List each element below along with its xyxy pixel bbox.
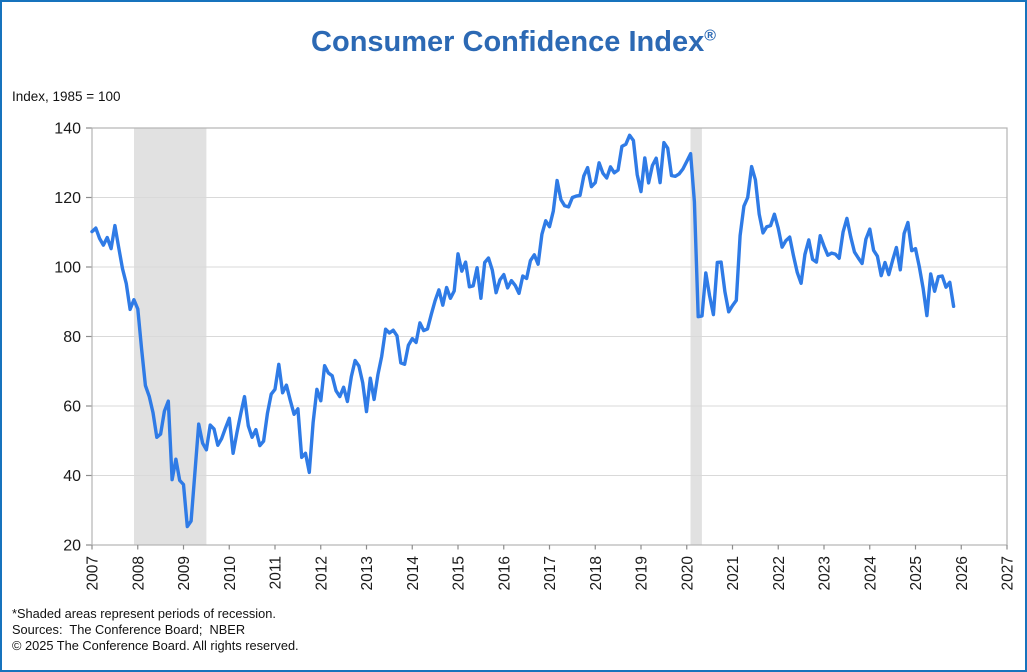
page-title: Consumer Confidence Index®	[2, 26, 1025, 59]
title-text: Consumer Confidence Index	[311, 26, 705, 58]
x-axis-label: 2022	[771, 556, 788, 590]
registered-trademark-symbol: ®	[704, 27, 716, 45]
x-axis-label: 2018	[588, 556, 605, 590]
y-axis-label: 20	[63, 538, 81, 555]
y-axis-label: 100	[54, 260, 81, 277]
x-axis-label: 2020	[679, 556, 696, 591]
x-axis-label: 2010	[222, 556, 239, 591]
x-axis-label: 2013	[359, 556, 376, 590]
x-axis-label: 2023	[817, 556, 834, 590]
x-axis-label: 2016	[496, 556, 513, 590]
footnote-recession: *Shaded areas represent periods of reces…	[12, 606, 276, 621]
x-axis-label: 2021	[725, 556, 742, 590]
y-axis-label: 140	[54, 121, 81, 138]
y-axis-label: 40	[63, 468, 81, 485]
x-axis-label: 2008	[130, 556, 147, 590]
x-axis-label: 2027	[1000, 556, 1017, 590]
y-axis-unit-label: Index, 1985 = 100	[12, 89, 121, 104]
x-axis-label: 2007	[85, 556, 102, 590]
cci-series-line	[90, 133, 956, 529]
x-axis-label: 2014	[405, 556, 422, 591]
x-axis-label: 2026	[954, 556, 971, 590]
x-axis-label: 2012	[313, 556, 330, 590]
x-axis-label: 2017	[542, 556, 559, 590]
x-axis-label: 2024	[862, 556, 879, 591]
y-axis-label: 120	[54, 190, 81, 207]
chart-footnotes: *Shaded areas represent periods of reces…	[12, 606, 299, 655]
footnote-sources: Sources: The Conference Board; NBER	[12, 622, 246, 638]
y-axis-label: 60	[63, 399, 81, 416]
footnote-copyright: © 2025 The Conference Board. All rights …	[12, 638, 299, 654]
x-axis-label: 2015	[451, 556, 468, 590]
x-axis-label: 2019	[634, 556, 651, 590]
y-axis-label: 80	[63, 329, 81, 346]
x-axis-label: 2009	[176, 556, 193, 590]
x-axis-label: 2025	[908, 556, 925, 590]
x-axis-label: 2011	[268, 556, 285, 589]
